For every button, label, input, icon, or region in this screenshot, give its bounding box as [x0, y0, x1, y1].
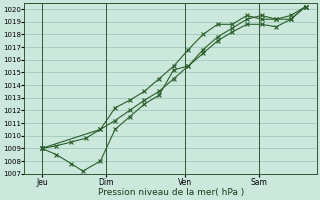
X-axis label: Pression niveau de la mer( hPa ): Pression niveau de la mer( hPa ) [98, 188, 244, 197]
